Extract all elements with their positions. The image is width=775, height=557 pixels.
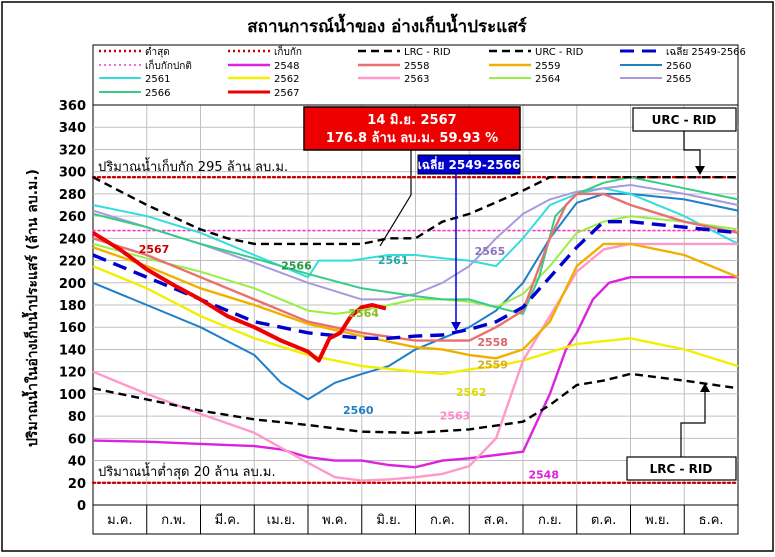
x-category-labels: ม.ค. ก.พ. มี.ค. เม.ย. พ.ค. มิ.ย. ก.ค. ส.ค. ก.ย. ต…: [92, 504, 739, 535]
series-label: 2559: [477, 358, 508, 371]
y-tick-label: 180: [59, 299, 86, 314]
urc-arrow-line: [683, 131, 701, 167]
x-category-label: พ.ค.: [322, 513, 348, 528]
y-tick-label: 220: [59, 255, 86, 270]
urc-arrowhead: [695, 166, 705, 175]
legend-label: 2548: [274, 61, 299, 72]
x-category-label: เม.ย.: [267, 513, 296, 528]
y-tick-label: 360: [59, 99, 86, 114]
average-label: เฉลี่ย 2549-2566: [418, 156, 521, 172]
series-label: 2548: [528, 468, 559, 481]
legend-label: ต่ำสุด: [145, 44, 170, 58]
series-line-2567: [91, 231, 387, 363]
lrc-arrow-line: [680, 391, 706, 457]
x-category-label: ก.ค.: [430, 513, 455, 528]
y-tick-label: 60: [68, 432, 86, 447]
legend-label: 2564: [535, 74, 560, 85]
series-line-2563: [92, 242, 738, 482]
series-label: 2562: [456, 386, 487, 399]
y-tick-label: 320: [59, 143, 86, 158]
y-tick-label: 140: [59, 343, 86, 358]
legend-label: LRC - RID: [404, 47, 451, 58]
legend-label: 2566: [145, 88, 170, 99]
series-label: 2564: [348, 307, 379, 320]
callout-leader-line: [379, 150, 412, 247]
y-tick-labels: 0 20 40 60 80 100 120 140 160 180 200 220 240 260 280 3…: [59, 99, 86, 514]
legend-label: เก็บกักปกติ: [145, 58, 192, 72]
callout-box: [303, 106, 521, 151]
legend-label: 2558: [404, 61, 429, 72]
x-category-label: ก.พ.: [161, 513, 186, 528]
y-tick-label: 120: [59, 366, 86, 381]
series-line-เฉลี่ย-2549-2566: [92, 219, 739, 340]
legend: ต่ำสุด เก็บกัก LRC - RID URC - RID เฉลี่ย 25…: [99, 44, 746, 99]
series-group: [91, 175, 740, 484]
callout-date: 14 มิ.ย. 2567: [367, 113, 456, 128]
average-arrowhead: [451, 322, 461, 331]
callout-value: 176.8 ล้าน ลบ.ม. 59.93 %: [326, 130, 498, 146]
y-tick-label: 340: [59, 121, 86, 136]
y-axis-title: ปริมาณน้ำในอ่างเก็บน้ำประแสร์ (ล้าน ลบ.ม…: [21, 169, 41, 447]
lrc-arrowhead: [700, 383, 710, 392]
legend-label: เฉลี่ย 2549-2566: [666, 44, 746, 58]
series-label: 2567: [139, 243, 170, 256]
y-tick-label: 280: [59, 188, 86, 203]
series-line-2548: [92, 276, 738, 469]
legend-label: 2563: [404, 74, 429, 85]
series-label: 2558: [477, 336, 508, 349]
series-label: 2563: [440, 409, 471, 422]
series-line-2566: [92, 176, 739, 315]
series-label: 2566: [281, 259, 312, 272]
average-callout: เฉลี่ย 2549-2566: [417, 154, 521, 331]
x-category-label: พ.ย.: [645, 513, 669, 528]
urc-label: URC - RID: [652, 113, 717, 127]
y-tick-label: 240: [59, 232, 86, 247]
series-line-2558: [92, 192, 739, 342]
legend-label: 2561: [145, 74, 170, 85]
average-box: [417, 154, 521, 175]
x-category-label: ธ.ค.: [699, 513, 724, 528]
series-line-2562: [92, 264, 739, 376]
legend-label: เก็บกัก: [274, 44, 302, 58]
current-value-callout: 14 มิ.ย. 2567 176.8 ล้าน ลบ.ม. 59.93 %: [303, 106, 521, 247]
series-line-2560: [92, 192, 739, 401]
legend-label: 2559: [535, 61, 560, 72]
x-category-label: มี.ค.: [215, 512, 241, 528]
chart-title: สถานการณ์น้ำของ อ่างเก็บน้ำประแสร์: [247, 13, 527, 37]
x-category-label: ต.ค.: [591, 513, 616, 528]
x-category-label: ม.ค.: [107, 513, 133, 528]
y-tick-label: 0: [77, 499, 86, 514]
urc-callout: URC - RID: [632, 107, 737, 175]
y-tick-label: 300: [59, 166, 86, 181]
series-labels: 2567 2566 2561 2565 2564 2558 2559 2562 2560 2563…: [139, 243, 559, 482]
y-tick-label: 160: [59, 321, 86, 336]
y-tick-label: 200: [59, 277, 86, 292]
grid: [93, 104, 738, 506]
series-line-LRC---RID: [92, 372, 739, 434]
lrc-label: LRC - RID: [650, 462, 713, 476]
min-line-label: ปริมาณน้ำต่ำสุด 20 ล้าน ลบ.ม.: [98, 462, 276, 480]
series-label: 2560: [343, 404, 374, 417]
series-line-2559: [92, 242, 739, 360]
legend-label: 2562: [274, 74, 299, 85]
x-category-label: ก.ย.: [538, 513, 562, 528]
y-tick-label: 260: [59, 210, 86, 225]
y-tick-label: 40: [68, 455, 86, 470]
legend-label: 2567: [274, 88, 299, 99]
y-tick-label: 20: [68, 477, 86, 492]
series-label: 2561: [378, 254, 409, 267]
x-category-label: ส.ค.: [484, 513, 509, 528]
legend-label: URC - RID: [535, 47, 584, 58]
lrc-callout: LRC - RID: [626, 383, 737, 481]
legend-label: 2565: [666, 74, 691, 85]
y-tick-label: 100: [59, 388, 86, 403]
storage-line-label: ปริมาณน้ำเก็บกัก 295 ล้าน ลบ.ม.: [98, 157, 288, 175]
legend-label: 2560: [666, 61, 691, 72]
y-tick-label: 80: [68, 410, 86, 425]
x-category-label: มิ.ย.: [376, 513, 400, 528]
series-label: 2565: [475, 245, 506, 258]
